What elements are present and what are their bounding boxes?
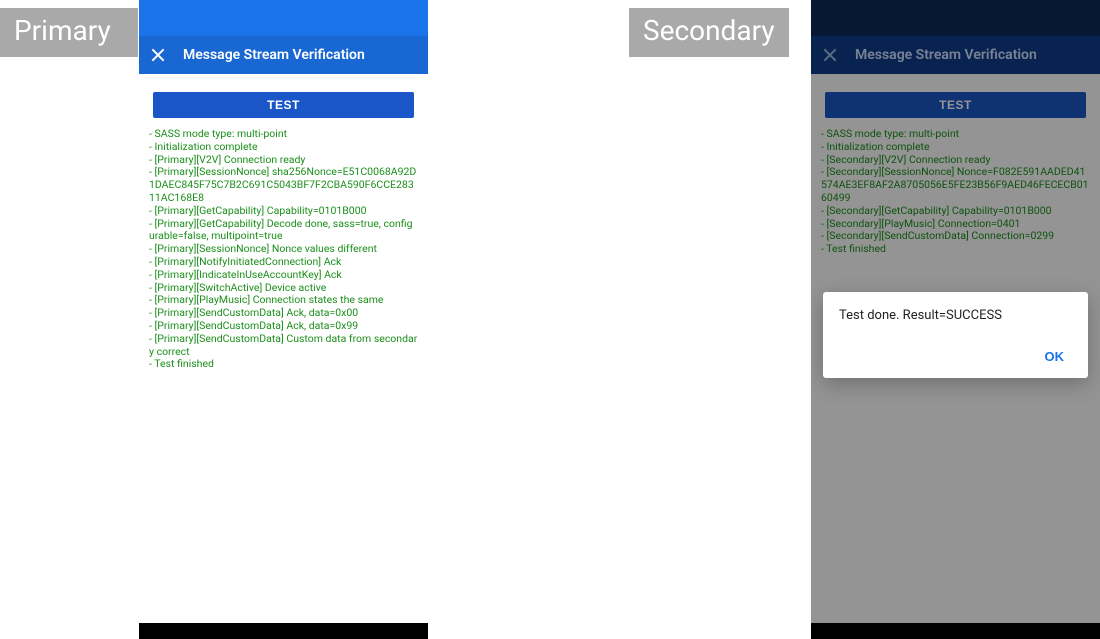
close-icon[interactable]	[151, 48, 165, 62]
phone-primary: Message Stream Verification TEST - SASS …	[139, 0, 428, 639]
close-icon[interactable]	[823, 48, 837, 62]
log-line: - [Primary][SendCustomData] Ack, data=0x…	[149, 320, 418, 333]
status-bar	[139, 0, 428, 36]
log-line: - [Primary][IndicateInUseAccountKey] Ack	[149, 269, 418, 282]
log-line: - [Primary][SendCustomData] Custom data …	[149, 333, 418, 359]
phone-secondary: Message Stream Verification TEST - SASS …	[811, 0, 1100, 639]
nav-bar	[139, 623, 428, 639]
log-line: - [Primary][GetCapability] Capability=01…	[149, 205, 418, 218]
content-area: TEST - SASS mode type: multi-point - Ini…	[139, 74, 428, 623]
log-line: - Initialization complete	[149, 141, 418, 154]
log-line: - Initialization complete	[821, 141, 1090, 154]
content-area: TEST - SASS mode type: multi-point - Ini…	[811, 74, 1100, 623]
app-bar: Message Stream Verification	[139, 36, 428, 74]
dialog-ok-button[interactable]: OK	[1037, 343, 1073, 370]
dialog-message: Test done. Result=SUCCESS	[839, 308, 1072, 323]
log-output: - SASS mode type: multi-point - Initiali…	[149, 128, 418, 371]
log-line: - Test finished	[149, 358, 418, 371]
log-line: - Test finished	[821, 243, 1090, 256]
status-bar	[811, 0, 1100, 36]
tag-secondary: Secondary	[629, 8, 789, 57]
test-button[interactable]: TEST	[153, 92, 414, 118]
log-line: - [Primary][GetCapability] Decode done, …	[149, 218, 418, 244]
app-bar-title: Message Stream Verification	[855, 47, 1037, 63]
stage: Primary Secondary Message Stream Verific…	[0, 0, 1100, 639]
app-bar: Message Stream Verification	[811, 36, 1100, 74]
tag-primary: Primary	[0, 8, 138, 57]
log-line: - [Secondary][GetCapability] Capability=…	[821, 205, 1090, 218]
log-line: - SASS mode type: multi-point	[821, 128, 1090, 141]
nav-bar	[811, 623, 1100, 639]
log-line: - [Primary][SessionNonce] sha256Nonce=E5…	[149, 166, 418, 204]
log-line: - [Secondary][SessionNonce] Nonce=F082E5…	[821, 166, 1090, 204]
test-button[interactable]: TEST	[825, 92, 1086, 118]
dialog-actions: OK	[839, 343, 1072, 370]
app-bar-title: Message Stream Verification	[183, 47, 365, 63]
log-output: - SASS mode type: multi-point - Initiali…	[821, 128, 1090, 256]
log-line: - SASS mode type: multi-point	[149, 128, 418, 141]
result-dialog: Test done. Result=SUCCESS OK	[823, 292, 1088, 378]
log-line: - [Primary][NotifyInitiatedConnection] A…	[149, 256, 418, 269]
